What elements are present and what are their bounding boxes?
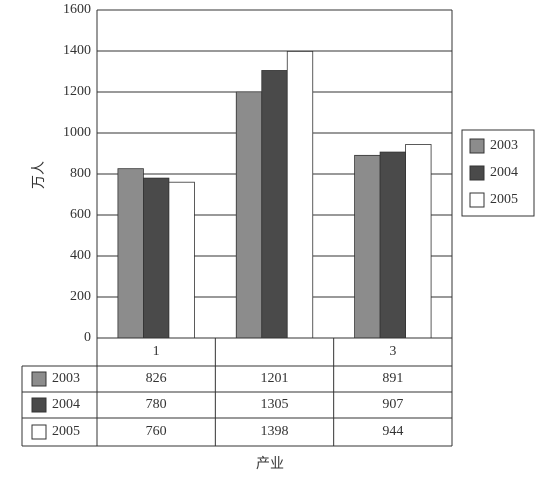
table-value: 907: [382, 397, 403, 412]
bar: [379, 151, 406, 339]
y-tick-label: 400: [70, 248, 91, 263]
bar: [168, 181, 195, 339]
y-tick-label: 600: [70, 207, 91, 222]
bar: [354, 154, 381, 339]
x-axis-label: 产业: [256, 456, 284, 472]
table-value: 944: [382, 424, 403, 439]
bar: [143, 177, 170, 339]
table-value: 780: [146, 397, 167, 412]
legend-swatch: [469, 138, 485, 154]
legend-swatch: [469, 165, 485, 181]
y-tick-label: 200: [70, 289, 91, 304]
bar: [286, 51, 314, 339]
y-tick-label: 800: [70, 166, 91, 181]
y-tick-label: 1400: [63, 43, 91, 58]
table-value: 826: [146, 371, 167, 386]
table-value: 1398: [261, 424, 289, 439]
table-swatch: [31, 424, 47, 440]
legend-swatch: [469, 192, 485, 208]
legend-box: [461, 129, 535, 217]
legend-label: 2005: [490, 192, 518, 207]
bar: [235, 91, 263, 339]
x-tick-label: 3: [389, 344, 396, 359]
legend-label: 2003: [490, 138, 518, 153]
table-value: 760: [146, 424, 167, 439]
table-series-name: 2005: [52, 424, 80, 439]
y-tick-label: 1000: [63, 125, 91, 140]
y-tick-label: 1200: [63, 84, 91, 99]
table-value: 891: [382, 371, 403, 386]
table-series-name: 2004: [52, 397, 80, 412]
legend-label: 2004: [490, 165, 518, 180]
table-swatch: [31, 397, 47, 413]
table-value: 1305: [261, 397, 289, 412]
y-tick-label: 0: [84, 330, 91, 345]
y-axis-label: 万人: [31, 161, 47, 189]
table-value: 1201: [261, 371, 289, 386]
table-swatch: [31, 371, 47, 387]
bar: [261, 70, 288, 339]
bar: [405, 144, 432, 339]
y-tick-label: 1600: [63, 2, 91, 17]
table-series-name: 2003: [52, 371, 80, 386]
x-tick-label: 1: [153, 344, 160, 359]
bar: [117, 168, 144, 339]
